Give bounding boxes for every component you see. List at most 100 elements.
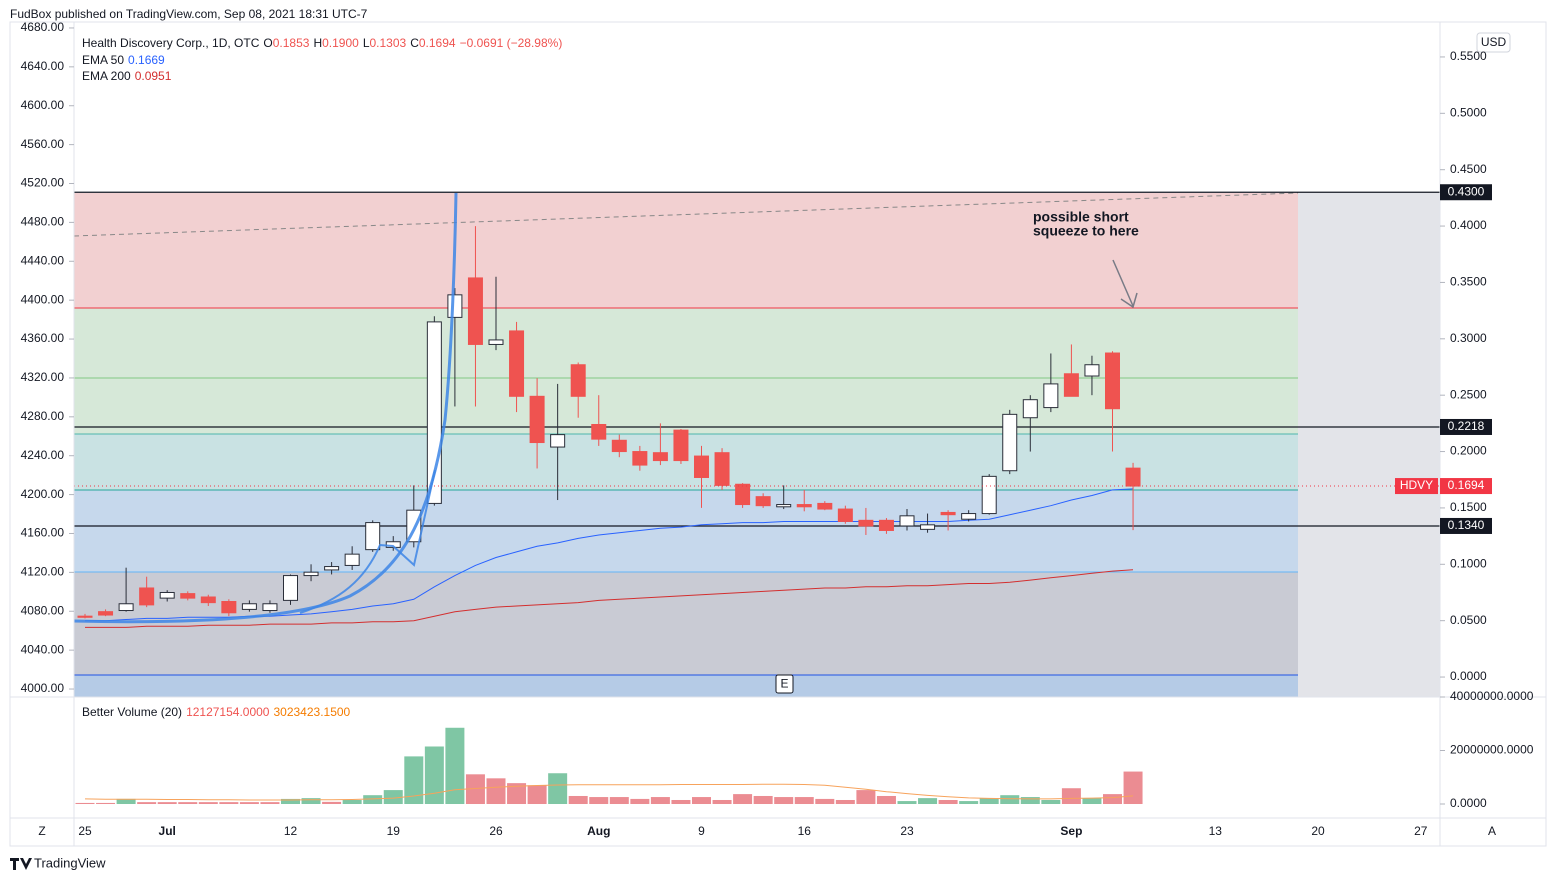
volume-bar (486, 778, 506, 805)
y-tick-label: 0.4500 (1450, 162, 1487, 176)
candle-body (344, 553, 360, 566)
volume-bar (589, 797, 609, 805)
volume-bar (630, 798, 650, 805)
ohlc: H0.1900 (313, 36, 358, 50)
volume-bar (445, 727, 465, 805)
volume-bar (1123, 771, 1143, 805)
x-tick-label: 27 (1414, 824, 1428, 838)
toolbar-button[interactable]: Z (38, 824, 45, 838)
y-tick-label: 0.0000 (1450, 669, 1487, 683)
candle-body (796, 504, 812, 508)
candle-body (961, 513, 977, 520)
y-tick-label: 4480.00 (21, 215, 65, 229)
y-tick-label: 4640.00 (21, 59, 65, 73)
volume-bar (548, 773, 568, 805)
ohlc-value: 0.1853 (272, 36, 310, 50)
ohlc: O0.1853 (263, 36, 309, 50)
annotation: squeeze to here (1033, 223, 1139, 239)
volume-bar (322, 801, 342, 805)
y-tick-label: 0.1000 (1450, 556, 1487, 570)
y-tick-label: 0.0000 (1450, 796, 1487, 810)
symbol-title: Health Discovery Corp., 1D, OTC (82, 36, 260, 50)
price-level-box (1440, 517, 1492, 534)
volume-bar (1000, 795, 1020, 805)
volume-bar (342, 799, 362, 805)
legend-name: EMA 50 (82, 53, 125, 67)
candle-body (1105, 352, 1120, 410)
event-marker[interactable]: E (780, 677, 788, 691)
candle-body (467, 277, 483, 345)
candle-body (673, 429, 689, 462)
volume-bar (178, 802, 198, 805)
legend-value: 3023423.1500 (273, 705, 351, 719)
ohlc-value: 0.1694 (418, 36, 456, 50)
volume-bar (753, 795, 773, 805)
volume-bar (774, 797, 794, 805)
last-price-label: 0.1694 (1448, 478, 1485, 492)
currency-box[interactable] (1476, 32, 1511, 53)
y-tick-label: 20000000.0000 (1450, 743, 1534, 757)
volume-bar (424, 746, 444, 805)
volume-bar (938, 799, 958, 805)
y-tick-label: 40000000.0000 (1450, 689, 1534, 703)
candle-body (303, 571, 319, 577)
legend-name: Better Volume (20) (82, 705, 183, 719)
legend-ema: EMA 50 0.1669 (82, 53, 165, 67)
y-tick-label: 0.5500 (1450, 49, 1487, 63)
y-tick-label: 4240.00 (21, 448, 65, 462)
volume-bar (75, 802, 95, 805)
candle-body (776, 504, 792, 508)
y-tick-label: 4400.00 (21, 292, 65, 306)
volume-bar (281, 798, 300, 805)
y-tick-label: 4600.00 (21, 98, 65, 112)
volume-bar (835, 799, 855, 805)
y-tick-label: 4160.00 (21, 526, 65, 540)
candle-body (858, 519, 874, 527)
volume-bar (815, 798, 835, 805)
candle-body (920, 524, 936, 530)
volume-bar (650, 797, 670, 805)
volume-bar (1082, 798, 1102, 805)
y-tick-label: 0.1500 (1450, 500, 1487, 514)
candle-body (365, 522, 381, 551)
volume-bar (794, 797, 814, 805)
y-tick-label: 0.3000 (1450, 331, 1487, 345)
volume-ma-line (84, 783, 1134, 801)
ohlc-key: L (362, 36, 370, 50)
candle-body (509, 330, 525, 397)
candle-body (611, 439, 627, 453)
volume-bar (692, 797, 711, 805)
annotation: possible short (1033, 209, 1129, 225)
volume-bar (712, 799, 732, 805)
volume-bar (1103, 794, 1122, 805)
candle-body (981, 475, 997, 515)
y-tick-label: 4200.00 (21, 487, 65, 501)
footer-brand: TradingView (34, 855, 106, 870)
candle-body (262, 603, 278, 612)
volume-bar (157, 802, 177, 805)
volume-bar (527, 785, 547, 805)
change: −0.0691 (−28.98%) (459, 36, 563, 50)
volume-bar (116, 798, 136, 805)
y-tick-label: 0.2000 (1450, 444, 1487, 458)
logo (10, 858, 32, 870)
candle-body (837, 508, 853, 522)
volume-bar (979, 798, 999, 805)
candle-body (1063, 373, 1079, 397)
candle-body (878, 519, 894, 531)
candle-body (200, 596, 216, 604)
y-tick-label: 4560.00 (21, 137, 65, 151)
y-tick-label: 0.5000 (1450, 105, 1487, 119)
currency[interactable]: USD (1481, 35, 1507, 49)
legend-name: EMA 200 (82, 69, 131, 83)
price-level-label: 0.1340 (1448, 518, 1485, 532)
candle-body (1125, 467, 1141, 487)
candle-body (1043, 383, 1059, 409)
candle-body (550, 434, 566, 448)
x-tick-label: Jul (159, 824, 176, 838)
toolbar-button[interactable]: A (1488, 824, 1496, 838)
last-price-box (1395, 478, 1438, 495)
candle-body (283, 575, 298, 601)
x-tick-label: 16 (798, 824, 812, 838)
